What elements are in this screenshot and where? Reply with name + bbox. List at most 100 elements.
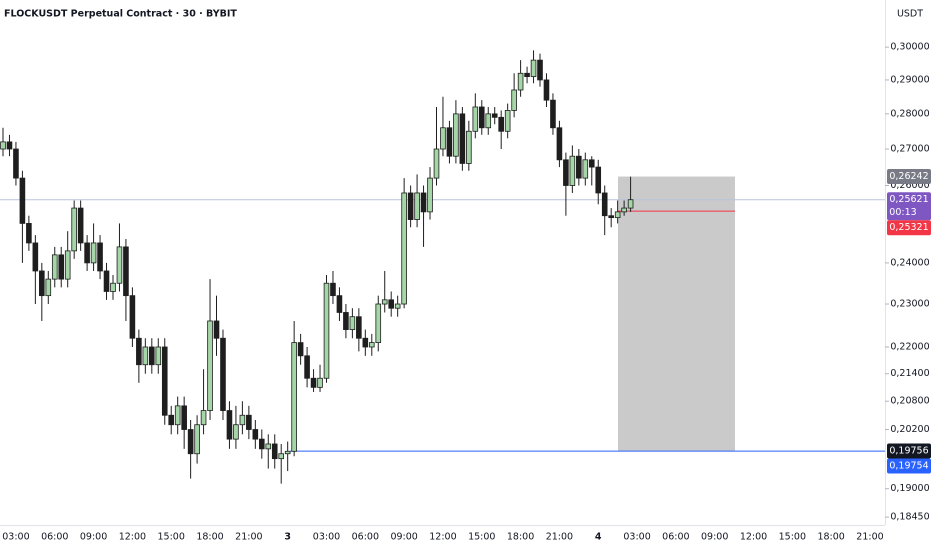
candle-body xyxy=(194,424,200,455)
candle-body xyxy=(478,106,485,129)
candle-body xyxy=(174,405,181,426)
candle-body xyxy=(181,405,187,430)
candle-body xyxy=(401,192,407,305)
candle-body xyxy=(472,106,479,132)
candle-body xyxy=(556,127,563,161)
x-tick-label: 03:00 xyxy=(2,532,29,543)
y-tick-label: 0,20200 xyxy=(890,424,929,435)
candle-body xyxy=(271,443,278,460)
x-tick-label: 15:00 xyxy=(779,532,806,543)
price-label-box xyxy=(887,220,931,236)
y-tick-label: 0,26000 xyxy=(890,180,929,191)
price-label-box xyxy=(887,192,931,221)
x-tick-label: 03:00 xyxy=(313,532,340,543)
candle-body xyxy=(123,246,129,297)
candle-body xyxy=(246,414,252,430)
y-tick-label: 0,29000 xyxy=(890,74,929,85)
candle-body xyxy=(155,346,162,366)
candle-body xyxy=(129,295,136,339)
x-tick-label: 21:00 xyxy=(546,532,573,543)
candle-body xyxy=(530,59,537,78)
candle-body xyxy=(84,242,90,264)
candle-body xyxy=(291,342,297,452)
candle-body xyxy=(433,148,440,179)
candle-body xyxy=(375,303,382,344)
candle-body xyxy=(420,192,427,213)
candle-body xyxy=(110,282,116,292)
candle-body xyxy=(323,282,330,379)
candle-body xyxy=(485,113,492,129)
candle-body xyxy=(459,113,466,164)
plot-area xyxy=(0,50,885,484)
candle-body xyxy=(543,79,550,101)
x-tick-label: 09:00 xyxy=(80,532,107,543)
candle-body xyxy=(407,192,414,220)
x-tick-label: 12:00 xyxy=(119,532,146,543)
candle-body xyxy=(32,242,39,272)
x-tick-label: 3 xyxy=(284,532,291,543)
x-tick-label: 15:00 xyxy=(468,532,495,543)
candle-body xyxy=(226,410,233,440)
candle-body xyxy=(297,342,304,357)
currency-label: USDT xyxy=(897,9,923,20)
candle-body xyxy=(71,207,77,252)
candle-body xyxy=(45,278,52,297)
candle-body xyxy=(51,254,58,280)
price-label: 0,19754 xyxy=(889,460,928,471)
candle-body xyxy=(252,429,259,440)
candle-body xyxy=(168,414,175,426)
candle-body xyxy=(466,130,472,164)
candle-body xyxy=(427,177,433,213)
price-label: 0,19756 xyxy=(889,445,928,456)
x-tick-label: 12:00 xyxy=(740,532,767,543)
candle-body xyxy=(446,127,453,157)
y-tick-label: 0,27000 xyxy=(890,144,929,155)
candle-body xyxy=(569,155,576,186)
position-zone xyxy=(618,176,735,451)
candle-body xyxy=(19,177,26,224)
y-tick-label: 0,30000 xyxy=(890,42,929,53)
candle-body xyxy=(97,242,103,272)
price-label: 0,25321 xyxy=(889,222,928,233)
x-tick-label: 06:00 xyxy=(352,532,379,543)
candle-body xyxy=(220,337,226,411)
x-tick-label: 09:00 xyxy=(701,532,728,543)
candle-body xyxy=(491,113,498,118)
chart-title: FLOCKUSDT Perpetual Contract · 30 · BYBI… xyxy=(4,9,237,20)
candle-body xyxy=(563,159,569,186)
x-tick-label: 18:00 xyxy=(817,532,844,543)
x-tick-label: 4 xyxy=(595,532,602,543)
candle-body xyxy=(343,312,349,330)
candle-body xyxy=(388,299,394,309)
candle-body xyxy=(368,342,375,348)
candle-body xyxy=(336,295,343,313)
x-tick-label: 03:00 xyxy=(623,532,650,543)
x-tick-label: 06:00 xyxy=(41,532,68,543)
y-tick-label: 0,20800 xyxy=(890,396,929,407)
candle-body xyxy=(511,89,517,111)
candle-body xyxy=(265,443,272,450)
price-label-box xyxy=(887,169,931,185)
candle-body xyxy=(149,346,155,366)
countdown: 00:13 xyxy=(889,207,916,218)
candle-body xyxy=(550,99,556,129)
candle-body xyxy=(142,346,149,366)
candle-body xyxy=(90,242,97,264)
candle-body xyxy=(64,250,71,280)
candle-body xyxy=(453,113,459,157)
x-tick-label: 18:00 xyxy=(196,532,223,543)
price-label: 0,26242 xyxy=(889,171,928,182)
y-tick-label: 0,21400 xyxy=(890,368,929,379)
candle-body xyxy=(213,320,220,339)
candle-body xyxy=(588,159,595,168)
y-tick-label: 0,24000 xyxy=(890,257,929,268)
candle-body xyxy=(498,116,504,132)
x-tick-label: 15:00 xyxy=(158,532,185,543)
candle-body xyxy=(13,148,19,179)
candle-body xyxy=(362,337,369,348)
candle-body xyxy=(582,159,589,179)
candle-body xyxy=(161,346,168,416)
x-tick-label: 21:00 xyxy=(856,532,883,543)
